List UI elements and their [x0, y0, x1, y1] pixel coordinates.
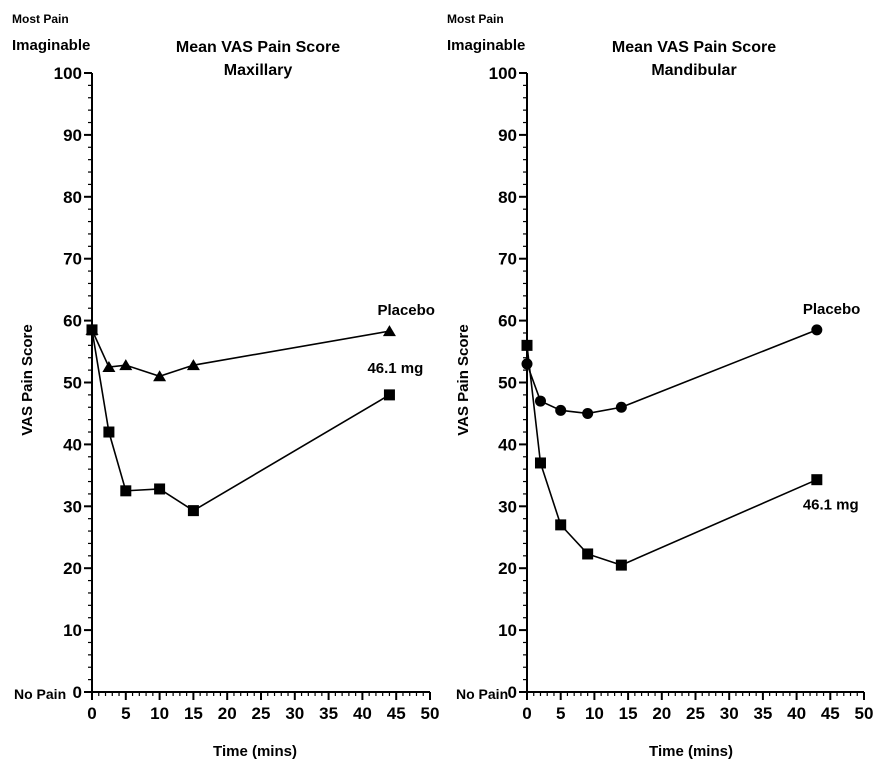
data-point	[582, 548, 594, 560]
series-line	[91, 329, 390, 512]
x-tick-label: 10	[150, 704, 169, 723]
data-point	[582, 407, 594, 419]
y-tick-label: 50	[498, 374, 517, 393]
series-placebo: Placebo	[521, 301, 861, 419]
y-tick-label: 60	[498, 312, 517, 331]
series-line	[91, 329, 390, 378]
chart-title: Mean VAS Pain Score	[176, 39, 340, 56]
data-point	[555, 519, 567, 531]
x-tick-label: 40	[353, 704, 372, 723]
data-point	[521, 358, 533, 370]
x-tick-label: 50	[421, 704, 440, 723]
x-tick-label: 35	[753, 704, 772, 723]
y-axis-label: VAS Pain Score	[455, 324, 472, 435]
y-tick-label: 60	[63, 312, 82, 331]
data-point	[811, 474, 823, 486]
x-tick-label: 5	[121, 704, 130, 723]
y-tick-label: 30	[498, 497, 517, 516]
x-tick-label: 15	[184, 704, 203, 723]
y-tick-label: 50	[63, 374, 82, 393]
series-46-1-mg: 46.1 mg	[521, 339, 859, 571]
y-tick-label: 100	[54, 64, 82, 83]
data-point	[811, 324, 823, 336]
y-tick-label: 40	[498, 435, 517, 454]
data-point	[119, 359, 133, 371]
x-tick-label: 20	[218, 704, 237, 723]
data-point	[153, 370, 167, 382]
y-tick-label: 70	[498, 250, 517, 269]
data-point	[521, 339, 533, 351]
y-tick-label: 80	[498, 188, 517, 207]
y-tick-label: 20	[63, 559, 82, 578]
chart-subtitle: Mandibular	[651, 62, 736, 79]
data-point	[187, 505, 199, 517]
data-point	[534, 457, 546, 469]
x-tick-label: 45	[387, 704, 406, 723]
data-point	[86, 324, 98, 336]
y-tick-label: 30	[63, 497, 82, 516]
y-top-label-line2: Imaginable	[12, 37, 90, 54]
x-tick-label: 0	[522, 704, 531, 723]
data-point	[615, 559, 627, 571]
data-point	[120, 485, 132, 497]
y-tick-label: 20	[498, 559, 517, 578]
y-top-label-line1: Most Pain	[447, 12, 504, 26]
series-label: 46.1 mg	[367, 360, 423, 377]
y-top-label-line1: Most Pain	[12, 12, 69, 26]
series-label: Placebo	[377, 302, 435, 319]
x-tick-label: 35	[319, 704, 338, 723]
data-point	[154, 483, 166, 495]
x-tick-label: 20	[652, 704, 671, 723]
series-line	[526, 345, 818, 566]
data-point	[103, 426, 115, 438]
x-tick-label: 25	[686, 704, 705, 723]
x-axis-label: Time (mins)	[649, 743, 733, 760]
y-tick-label: 100	[489, 64, 517, 83]
chart-subtitle: Maxillary	[224, 62, 293, 79]
y-tick-label: 90	[498, 126, 517, 145]
data-point	[102, 361, 116, 373]
data-point	[555, 404, 567, 416]
x-tick-label: 30	[720, 704, 739, 723]
series-placebo: Placebo	[85, 302, 435, 382]
data-point	[186, 359, 200, 371]
series-label: Placebo	[803, 301, 861, 318]
data-point	[382, 325, 396, 337]
y-tick-label: 40	[63, 435, 82, 454]
x-tick-label: 40	[787, 704, 806, 723]
y-tick-label: 0	[73, 683, 82, 702]
x-tick-label: 0	[87, 704, 96, 723]
y-tick-label: 70	[63, 250, 82, 269]
x-tick-label: 45	[821, 704, 840, 723]
y-bottom-label: No Pain	[14, 686, 66, 702]
y-top-label-line2: Imaginable	[447, 37, 525, 54]
y-tick-label: 0	[508, 683, 517, 702]
chart-panel-1: Mean VAS Pain Score Maxillary Most Pain Ima…	[12, 12, 439, 760]
y-bottom-label: No Pain	[456, 686, 508, 702]
y-tick-label: 10	[63, 621, 82, 640]
chart-panel-2: Mean VAS Pain Score Mandibular Most Pain Im…	[447, 12, 873, 760]
x-tick-label: 15	[619, 704, 638, 723]
chart-title: Mean VAS Pain Score	[612, 39, 776, 56]
y-tick-label: 90	[63, 126, 82, 145]
data-point	[534, 395, 546, 407]
series-line	[526, 329, 818, 415]
x-tick-label: 5	[556, 704, 565, 723]
data-point	[615, 401, 627, 413]
y-tick-label: 10	[498, 621, 517, 640]
x-tick-label: 25	[252, 704, 271, 723]
y-tick-label: 80	[63, 188, 82, 207]
data-point	[383, 389, 395, 401]
x-tick-label: 10	[585, 704, 604, 723]
x-axis-label: Time (mins)	[213, 743, 297, 760]
y-axis-label: VAS Pain Score	[19, 324, 36, 435]
series-46-1-mg: 46.1 mg	[86, 324, 423, 517]
x-tick-label: 50	[855, 704, 874, 723]
series-label: 46.1 mg	[803, 497, 859, 514]
x-tick-label: 30	[285, 704, 304, 723]
